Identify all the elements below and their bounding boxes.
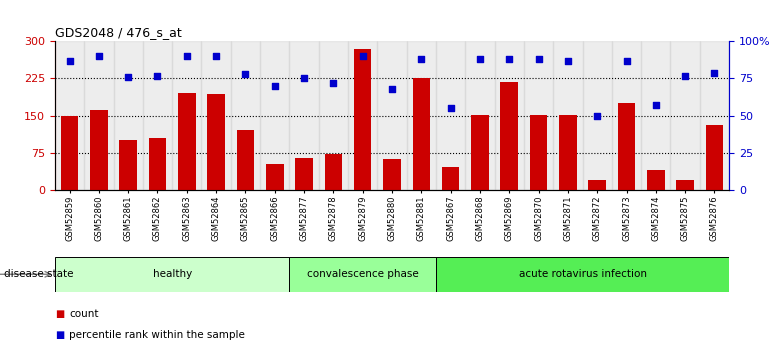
Bar	[700, 41, 729, 190]
Bar	[55, 41, 84, 190]
Text: count: count	[69, 309, 99, 319]
Bar	[377, 41, 407, 190]
Bar	[143, 41, 172, 190]
Text: convalescence phase: convalescence phase	[307, 269, 419, 279]
Bar	[119, 140, 137, 190]
Bar	[670, 41, 700, 190]
Point	[357, 53, 369, 59]
Bar	[530, 115, 547, 190]
Bar	[60, 116, 78, 190]
Bar	[442, 168, 459, 190]
Bar	[296, 158, 313, 190]
Bar	[471, 115, 488, 190]
Text: percentile rank within the sample: percentile rank within the sample	[69, 330, 245, 339]
Point	[474, 57, 486, 62]
Bar	[207, 94, 225, 190]
Bar	[407, 41, 436, 190]
Point	[298, 76, 310, 81]
Bar	[289, 41, 319, 190]
Bar	[612, 41, 641, 190]
Bar	[647, 170, 665, 190]
Point	[210, 53, 223, 59]
Point	[620, 58, 633, 63]
Bar	[237, 130, 254, 190]
Point	[180, 53, 193, 59]
Bar	[354, 49, 372, 190]
Bar	[201, 41, 230, 190]
Bar	[412, 78, 430, 190]
Bar	[289, 257, 436, 292]
Bar	[465, 41, 495, 190]
Text: disease state: disease state	[4, 269, 74, 279]
Bar	[706, 126, 724, 190]
Bar	[495, 41, 524, 190]
Point	[327, 80, 339, 86]
Text: acute rotavirus infection: acute rotavirus infection	[518, 269, 647, 279]
Text: ■: ■	[55, 330, 64, 339]
Bar	[149, 138, 166, 190]
Point	[93, 53, 105, 59]
Bar	[319, 41, 348, 190]
Point	[386, 86, 398, 92]
Bar	[554, 41, 583, 190]
Bar	[641, 41, 670, 190]
Bar	[348, 41, 377, 190]
Point	[503, 57, 516, 62]
Bar	[583, 41, 612, 190]
Bar	[589, 180, 606, 190]
Bar	[230, 41, 260, 190]
Bar	[436, 41, 465, 190]
Bar	[260, 41, 289, 190]
Bar	[383, 159, 401, 190]
Bar	[559, 115, 577, 190]
Point	[561, 58, 574, 63]
Bar	[266, 164, 284, 190]
Bar	[90, 110, 107, 190]
Point	[532, 57, 545, 62]
Bar	[500, 82, 518, 190]
Text: GDS2048 / 476_s_at: GDS2048 / 476_s_at	[55, 26, 182, 39]
Point	[239, 71, 252, 77]
Point	[679, 73, 691, 78]
Bar	[172, 41, 201, 190]
Text: ■: ■	[55, 309, 64, 319]
Text: healthy: healthy	[153, 269, 192, 279]
Point	[64, 58, 76, 63]
Point	[151, 73, 164, 78]
Point	[268, 83, 281, 89]
Point	[122, 74, 134, 80]
Point	[591, 113, 604, 118]
Bar	[114, 41, 143, 190]
Bar	[436, 257, 729, 292]
Bar	[677, 180, 694, 190]
Bar	[524, 41, 554, 190]
Bar	[55, 257, 289, 292]
Bar	[178, 93, 195, 190]
Point	[708, 70, 720, 75]
Point	[415, 57, 427, 62]
Point	[445, 105, 457, 111]
Point	[650, 102, 662, 108]
Bar	[325, 154, 342, 190]
Bar	[618, 103, 635, 190]
Bar	[84, 41, 114, 190]
